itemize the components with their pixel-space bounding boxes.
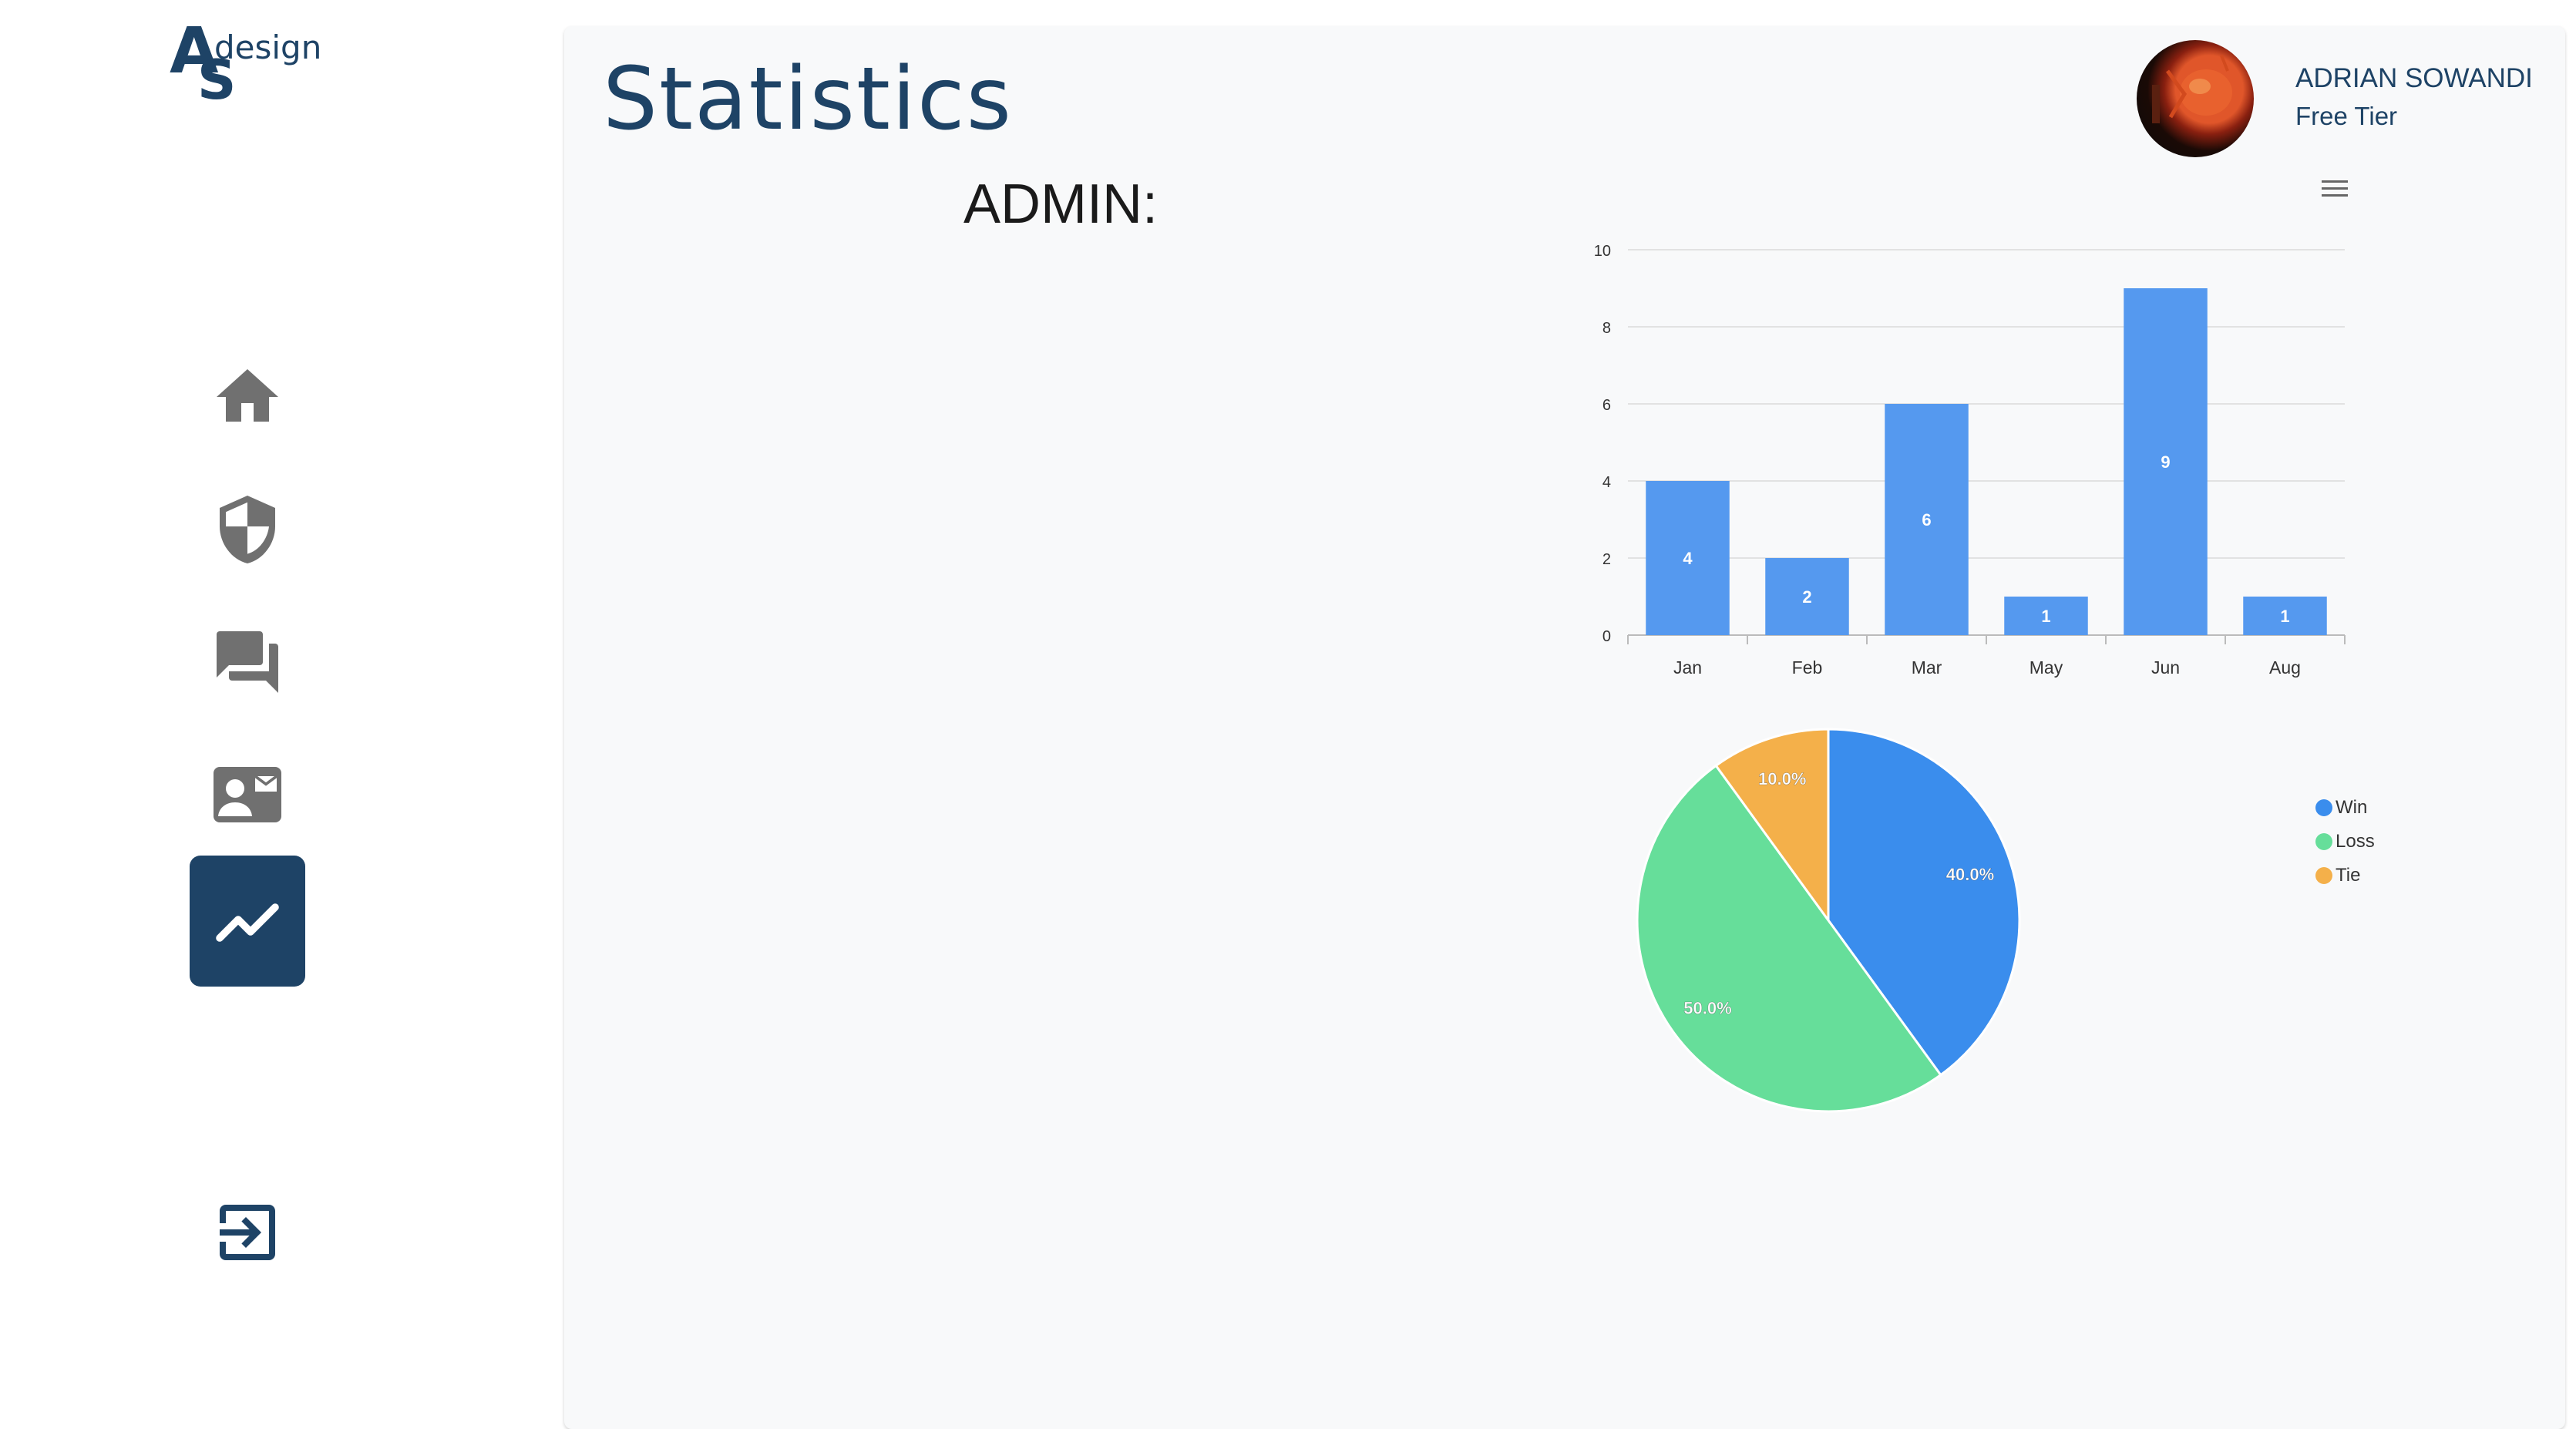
logo-letter-a: A: [170, 15, 219, 88]
x-tick-label: Mar: [1912, 657, 1942, 678]
nav-security[interactable]: [190, 472, 305, 587]
exit-icon: [220, 1205, 275, 1260]
bar-jun[interactable]: [2124, 288, 2208, 635]
bar-mar[interactable]: [1885, 404, 1969, 635]
logo-word: design: [214, 29, 322, 66]
y-tick-label: 2: [1602, 551, 1611, 568]
main-panel: Statistics ADRIAN SOWANDI Free Tier ADMI…: [564, 26, 2565, 1429]
x-tick-label: Jun: [2151, 657, 2180, 678]
bar-value-label: 1: [2280, 607, 2289, 626]
nav-chat[interactable]: [190, 604, 305, 720]
legend-label: Win: [2336, 797, 2368, 818]
logo-letter-s: S: [197, 49, 237, 112]
page-title: Statistics: [603, 49, 1013, 150]
bar-value-label: 9: [2161, 452, 2170, 472]
avatar-image: [2152, 55, 2232, 123]
y-tick-label: 8: [1602, 320, 1611, 337]
home-icon: [217, 369, 278, 422]
bar-chart: 0 2 4 6 8 10 4 Jan 2 Feb 6 Mar 1 May 9 Jun 1 Aug: [1594, 243, 2346, 678]
pie-value-label: 50.0%: [1683, 999, 1731, 1018]
pie-value-label: 10.0%: [1758, 769, 1806, 788]
user-tier: Free Tier: [2295, 102, 2398, 130]
legend-marker: [2315, 799, 2332, 816]
app-logo[interactable]: A S design: [170, 15, 321, 112]
pie-slice-loss[interactable]: [1636, 764, 1942, 1113]
pie-slice-tie[interactable]: [1714, 728, 1830, 924]
legend-label: Tie: [2336, 865, 2361, 886]
legend-marker: [2315, 867, 2332, 884]
pie-chart: 40.0% 50.0% 10.0%: [1636, 728, 2021, 1113]
forum-icon: [217, 631, 278, 693]
y-tick-label: 10: [1594, 243, 1611, 260]
bar-aug[interactable]: [2243, 597, 2327, 635]
y-tick-label: 4: [1602, 474, 1611, 491]
user-name: ADRIAN SOWANDI: [2295, 63, 2533, 93]
bar-may[interactable]: [2004, 597, 2088, 635]
chart-menu-icon[interactable]: [2322, 180, 2348, 199]
legend-item-win[interactable]: Win: [2315, 797, 2375, 819]
pie-value-label: 40.0%: [1946, 865, 1994, 884]
x-tick-label: Aug: [2269, 657, 2301, 678]
bar-value-label: 1: [2041, 607, 2050, 626]
bar-value-label: 6: [1922, 510, 1931, 530]
nav-contact[interactable]: [190, 737, 305, 852]
x-tick-label: May: [2030, 657, 2063, 678]
legend-marker: [2315, 833, 2332, 850]
bar-value-label: 2: [1802, 587, 1811, 607]
x-tick-label: Feb: [1792, 657, 1823, 678]
bar-value-label: 4: [1683, 549, 1693, 568]
nav-home[interactable]: [190, 339, 305, 455]
pie-slice-win[interactable]: [1827, 728, 2021, 1077]
logout-button[interactable]: [190, 1175, 305, 1290]
avatar[interactable]: [2137, 40, 2254, 157]
y-tick-label: 6: [1602, 397, 1611, 414]
legend-item-loss[interactable]: Loss: [2315, 831, 2375, 852]
nav-statistics[interactable]: [190, 856, 305, 987]
pie-legend: Win Loss Tie: [2315, 797, 2375, 899]
y-tick-label: 0: [1602, 628, 1611, 645]
bar-feb[interactable]: [1765, 558, 1849, 635]
x-tick-label: Jan: [1673, 657, 1702, 678]
admin-label: ADMIN:: [963, 173, 1158, 235]
shield-icon: [220, 496, 275, 563]
trending-up-icon: [216, 903, 279, 942]
legend-item-tie[interactable]: Tie: [2315, 865, 2375, 886]
legend-label: Loss: [2336, 831, 2375, 852]
bar-jan[interactable]: [1646, 481, 1730, 635]
contact-card-icon: [214, 767, 281, 822]
